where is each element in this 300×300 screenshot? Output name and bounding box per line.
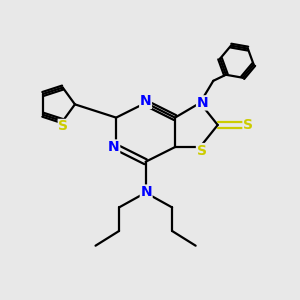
Text: N: N <box>108 140 120 154</box>
Text: S: S <box>58 119 68 134</box>
Text: N: N <box>196 96 208 110</box>
Text: N: N <box>140 185 152 199</box>
Text: S: S <box>243 118 253 132</box>
Text: N: N <box>140 94 152 108</box>
Text: S: S <box>196 144 206 158</box>
